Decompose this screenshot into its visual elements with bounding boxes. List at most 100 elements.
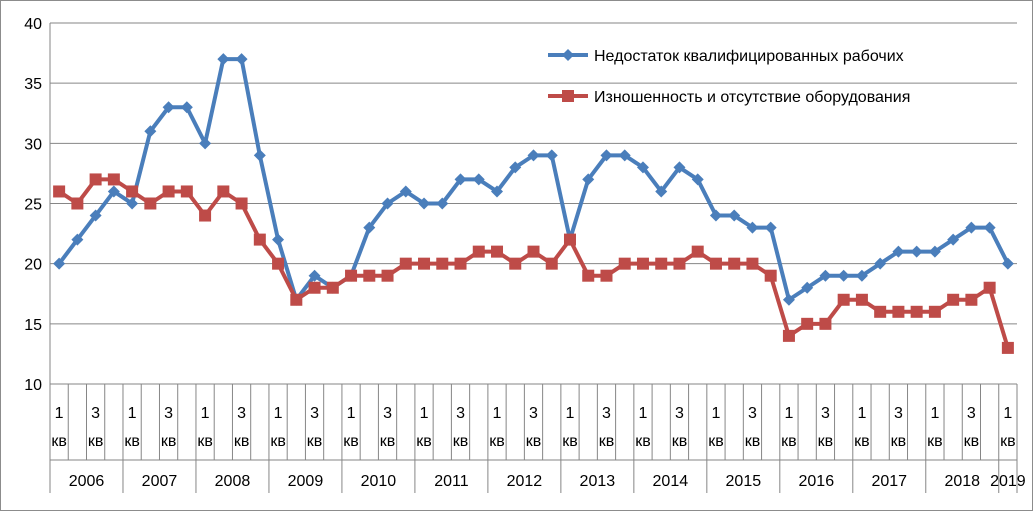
x-tick-kv: кв [672, 433, 688, 450]
x-tick-labels: 1 кв 3 кв 1 кв 3 кв 1 кв 3 кв 1 кв 3 кв 1 кв 3 кв 1 кв 3 кв 1 кв 3… [51, 405, 1025, 490]
x-tick-kv: кв [88, 433, 104, 450]
x-tick-kv: кв [708, 433, 724, 450]
data-point [162, 185, 175, 198]
data-point [527, 149, 540, 162]
x-tick-kv: кв [526, 433, 542, 450]
x-tick-quarter: 1 [639, 405, 648, 422]
x-tick-kv: кв [416, 433, 432, 450]
data-point [837, 293, 850, 306]
data-point [199, 137, 212, 150]
data-point [728, 257, 741, 270]
data-point [217, 185, 230, 198]
legend-label: Недостаток квалифицированных рабочих [594, 48, 904, 65]
data-point [308, 281, 321, 294]
data-point [782, 293, 795, 306]
data-point [892, 305, 905, 318]
x-tick-quarter: 1 [201, 405, 210, 422]
x-tick-kv: кв [453, 433, 469, 450]
x-tick-year: 2015 [726, 473, 762, 490]
data-point [89, 209, 102, 222]
data-point [107, 173, 120, 186]
legend-entry-1: Недостаток квалифицированных рабочих [548, 48, 904, 65]
x-tick-quarter: 3 [383, 405, 392, 422]
data-point [837, 269, 850, 282]
x-tick-quarter: 1 [1003, 405, 1012, 422]
data-point [655, 257, 668, 270]
x-tick-kv: кв [964, 433, 980, 450]
x-tick-quarter: 3 [456, 405, 465, 422]
x-tick-quarter: 1 [420, 405, 429, 422]
series-layer [53, 53, 1014, 354]
y-tick-label: 25 [24, 197, 42, 214]
data-point [636, 161, 649, 174]
data-point [217, 53, 230, 66]
gridlines [50, 22, 1017, 385]
y-tick-label: 30 [24, 136, 42, 153]
x-tick-quarter: 1 [347, 405, 356, 422]
data-point [1001, 257, 1014, 270]
series-2 [53, 173, 1014, 354]
data-point [509, 257, 522, 270]
x-tick-kv: кв [781, 433, 797, 450]
data-point [928, 305, 941, 318]
data-point [326, 281, 339, 294]
data-point [1001, 341, 1014, 354]
x-tick-kv: кв [818, 433, 834, 450]
y-tick-label: 35 [24, 76, 42, 93]
x-tick-kv: кв [124, 433, 140, 450]
data-point [801, 317, 814, 330]
data-point [928, 245, 941, 258]
data-point [983, 221, 996, 234]
x-tick-quarter: 1 [493, 405, 502, 422]
data-point [709, 209, 722, 222]
x-tick-kv: кв [599, 433, 615, 450]
x-tick-kv: кв [197, 433, 213, 450]
x-tick-kv: кв [927, 433, 943, 450]
data-point [965, 221, 978, 234]
x-tick-quarter: 1 [128, 405, 137, 422]
x-tick-quarter: 3 [894, 405, 903, 422]
x-tick-kv: кв [161, 433, 177, 450]
data-point [472, 245, 485, 258]
x-tick-year: 2006 [69, 473, 105, 490]
x-tick-year: 2009 [288, 473, 324, 490]
data-point [180, 101, 193, 114]
data-point [126, 197, 139, 210]
y-tick-label: 40 [24, 16, 42, 33]
legend-marker [562, 49, 574, 61]
x-tick-year: 2008 [215, 473, 251, 490]
x-tick-kv: кв [307, 433, 323, 450]
x-tick-quarter: 1 [711, 405, 720, 422]
x-tick-kv: кв [489, 433, 505, 450]
x-tick-kv: кв [270, 433, 286, 450]
x-tick-quarter: 1 [857, 405, 866, 422]
x-tick-year: 2010 [361, 473, 397, 490]
data-point [527, 245, 540, 258]
data-point [764, 269, 777, 282]
data-point [819, 317, 832, 330]
series-1 [53, 53, 1014, 306]
data-point [53, 185, 66, 198]
x-tick-quarter: 1 [566, 405, 575, 422]
axes [49, 23, 1018, 493]
x-tick-quarter: 3 [164, 405, 173, 422]
data-point [253, 233, 266, 246]
data-point [874, 305, 887, 318]
x-tick-quarter: 3 [91, 405, 100, 422]
data-point [491, 185, 504, 198]
data-point [436, 257, 449, 270]
data-point [618, 149, 631, 162]
data-point [363, 269, 376, 282]
x-tick-quarter: 1 [55, 405, 64, 422]
data-point [345, 269, 358, 282]
x-tick-year: 2014 [653, 473, 689, 490]
data-point [746, 221, 759, 234]
y-tick-label: 15 [24, 317, 42, 334]
data-point [363, 221, 376, 234]
data-point [782, 329, 795, 342]
data-point [399, 257, 412, 270]
x-tick-kv: кв [854, 433, 870, 450]
data-point [491, 245, 504, 258]
x-tick-quarter: 3 [967, 405, 976, 422]
legend-marker [562, 90, 574, 102]
